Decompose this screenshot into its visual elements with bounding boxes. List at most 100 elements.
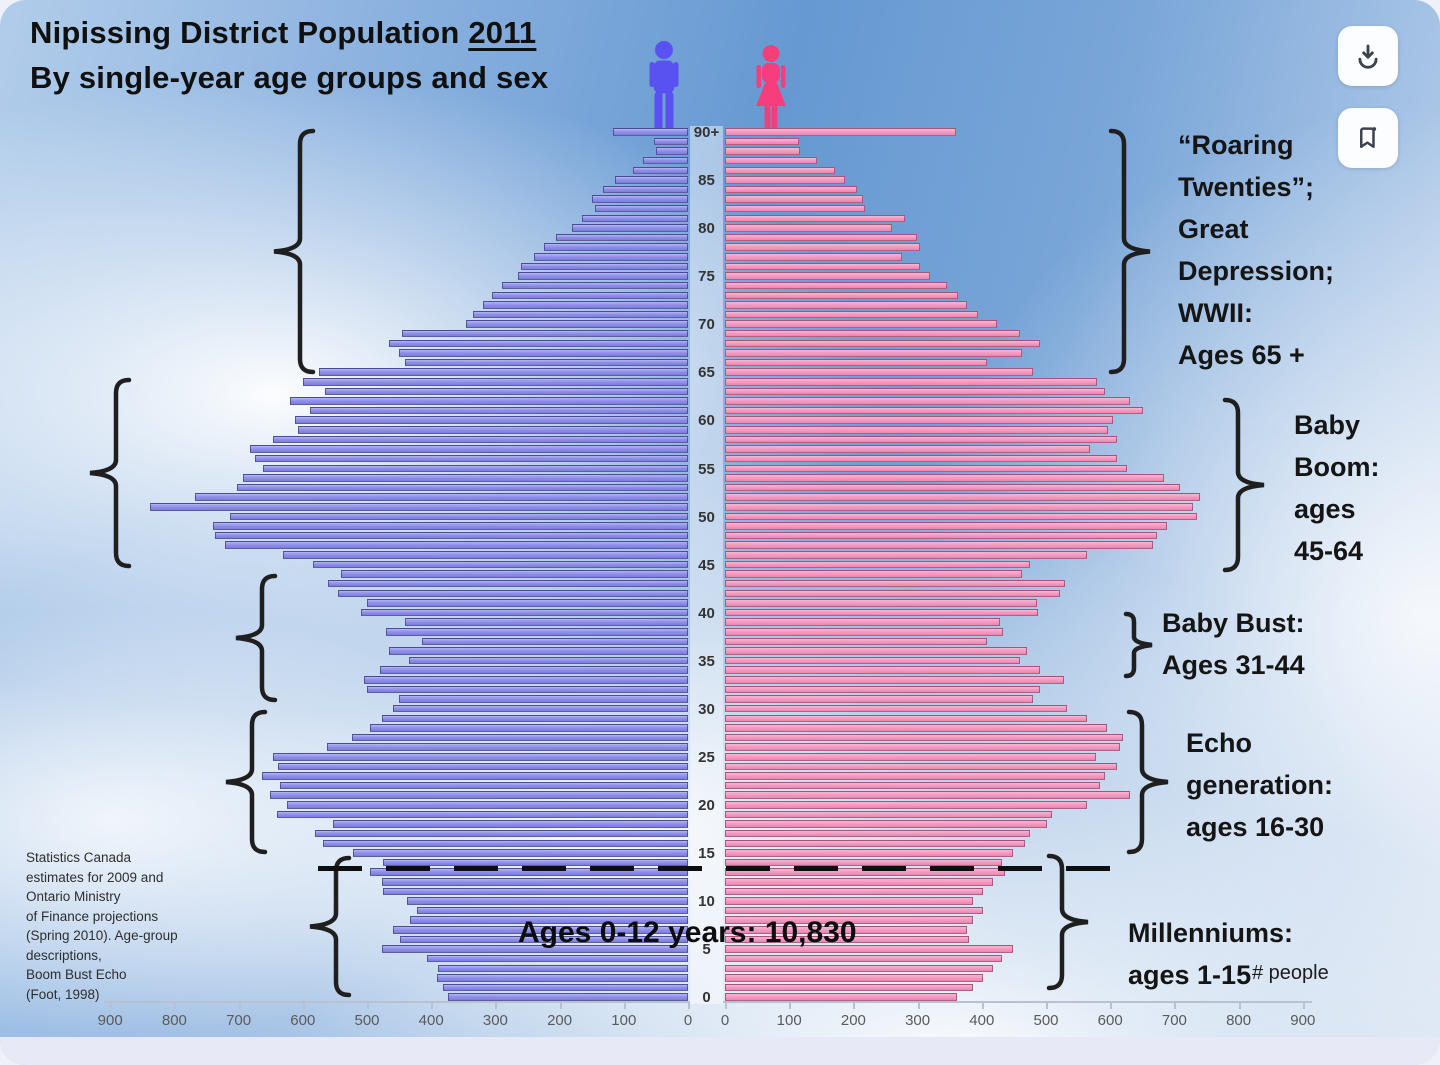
female-bar [725,820,1047,828]
male-bar [393,926,688,934]
x-axis-tick [789,1002,792,1009]
bookmark-button[interactable] [1338,108,1398,168]
male-bar [338,589,688,598]
female-bar [725,945,1014,953]
male-bar [352,733,688,742]
female-bar [725,974,984,982]
female-bar [725,445,1091,453]
male-bar [366,599,688,607]
male-bar [399,935,688,944]
age-axis-label: 55 [698,460,715,478]
male-bar [302,378,688,386]
age-axis-label: 10 [698,893,715,911]
age-axis-label: 0 [702,989,711,1007]
title-line-1: Nipissing District Population 2011 [30,15,537,50]
female-bar [725,637,987,646]
male-bar [381,945,688,953]
female-bar [725,829,1031,838]
male-bar [421,637,688,646]
male-bar [594,204,688,213]
male-bar [543,243,688,251]
female-bar [725,733,1124,742]
x-axis-line [723,1001,1312,1003]
male-bar [533,253,688,261]
title-line-2: By single-year age groups and sex [30,60,549,95]
male-bar [409,916,688,924]
x-axis-tick [725,1002,727,1009]
female-bar [725,599,1038,607]
female-bar [725,156,817,165]
male-bar [261,772,688,780]
age-axis-label: 70 [698,316,715,334]
x-axis-tick-label: 0 [720,1012,730,1029]
male-bar [389,647,688,655]
male-bar [472,310,688,319]
x-axis-tick [174,1002,177,1009]
x-axis-tick-label: 0 [683,1012,693,1029]
male-bar [426,954,688,963]
male-bar [408,656,688,665]
female-bar [725,474,1164,482]
female-bar [725,541,1154,549]
male-bar [405,358,688,367]
female-bar [725,128,957,136]
male-bar [262,464,688,473]
female-bar [725,387,1106,396]
female-bar [725,753,1097,761]
female-bar [725,695,1034,703]
download-button[interactable] [1338,26,1398,86]
female-bar [725,301,967,309]
group-label-65plus: “Roaring Twenties”; Great Depression; WW… [1178,130,1335,370]
x-axis-tick [688,1002,690,1009]
x-axis-tick-label: 700 [226,1012,252,1029]
group-label-echo-generation: Echo generation: ages 16-30 [1186,728,1334,842]
female-bar [725,531,1158,540]
female-bar [725,608,1039,617]
group-brace [1222,397,1265,573]
male-person-icon [644,40,688,141]
male-bar [382,858,688,867]
male-bar [255,454,688,463]
male-bar [212,522,688,530]
female-bar [725,570,1022,578]
age-axis-label: 75 [698,268,715,286]
female-bar [725,262,921,271]
male-bar [214,531,688,540]
female-bar [725,147,801,155]
male-bar [556,233,688,242]
x-axis-tick [367,1002,369,1009]
female-bar [725,253,902,261]
group-label-baby-boom: Baby Boom: ages 45-64 [1294,410,1380,566]
female-bar [725,339,1040,348]
age-axis-label: 30 [698,700,715,718]
x-axis-tick [431,1002,434,1009]
male-bar [312,560,688,569]
male-bar [466,320,688,328]
age-axis-label: 80 [698,220,715,238]
x-axis-tick-label: 500 [354,1012,380,1029]
male-bar [392,704,688,713]
female-bar [725,714,1087,723]
female-person-icon [748,44,794,141]
female-bar [725,839,1025,848]
female-bar [725,483,1181,492]
group-brace [235,573,278,703]
age-axis-label: 20 [698,797,715,815]
female-bar [725,647,1027,655]
female-bar [725,560,1031,569]
female-bar [725,849,1014,857]
female-bar [725,426,1109,434]
male-bar [318,368,688,376]
female-bar [725,762,1117,771]
female-bar [725,618,1000,626]
male-bar [286,801,688,809]
female-bar [725,185,857,194]
female-bar [725,378,1097,386]
x-axis-tick [559,1002,562,1009]
age-axis-label: 85 [698,172,715,190]
x-axis-tick [1046,1002,1048,1009]
male-bar [399,695,688,703]
female-bar [725,493,1201,501]
male-bar [289,397,688,405]
female-bar [725,628,1004,636]
